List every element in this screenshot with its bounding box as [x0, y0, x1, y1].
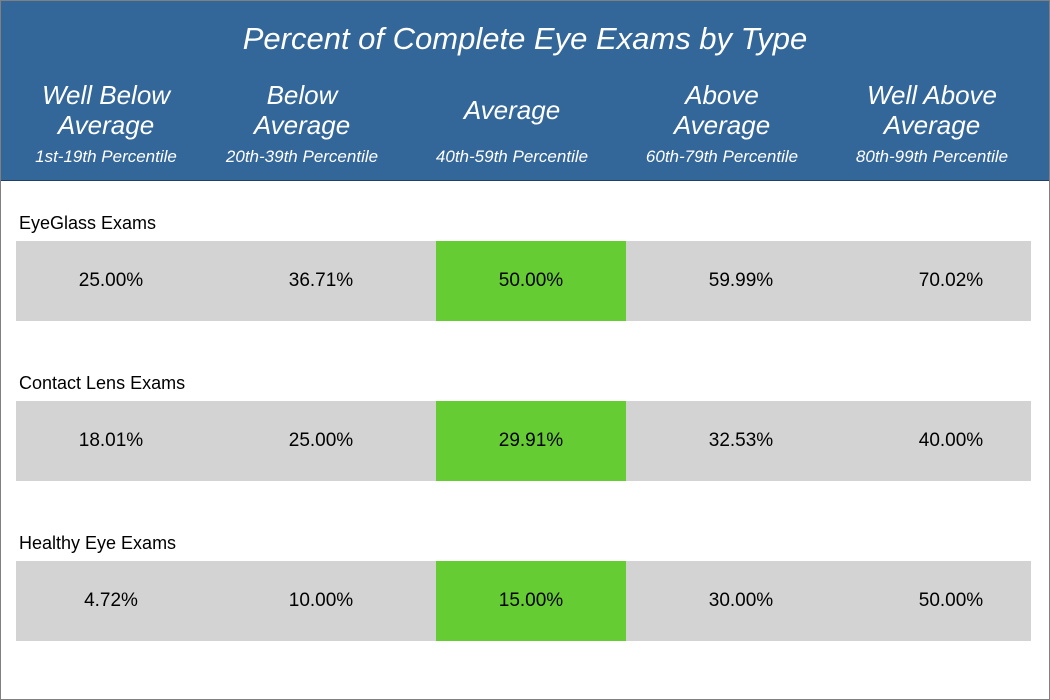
value-cell: 25.00%: [288, 430, 354, 451]
value-cell: 70.02%: [918, 270, 984, 291]
column-name: Well Below Average: [41, 80, 171, 140]
column-header-above: Above Average 60th-79th Percentile: [617, 79, 827, 168]
value-cell-highlighted: 50.00%: [436, 241, 626, 321]
header-band: Percent of Complete Eye Exams by Type We…: [1, 1, 1049, 181]
column-range: 80th-99th Percentile: [855, 147, 1009, 166]
column-header-well-below: Well Below Average 1st-19th Percentile: [1, 79, 211, 168]
value-cell: 4.72%: [84, 590, 138, 611]
column-name: Well Above Average: [866, 80, 998, 140]
value-cell: 18.01%: [78, 430, 144, 451]
value-cell: 36.71%: [288, 270, 354, 291]
value-cell: 25.00%: [78, 270, 144, 291]
value-cell-highlighted: 15.00%: [436, 561, 626, 641]
row-band-eyeglass: 25.00% 36.71% 50.00% 59.99% 70.02%: [16, 241, 1031, 321]
column-header-well-above: Well Above Average 80th-99th Percentile: [827, 79, 1037, 168]
row-label-contact-lens: Contact Lens Exams: [19, 373, 186, 393]
column-name: Average: [463, 95, 561, 125]
value-cell: 50.00%: [918, 590, 984, 611]
column-name: Above Average: [673, 80, 771, 140]
value-cell: 59.99%: [708, 270, 774, 291]
row-band-healthy-eye: 4.72% 10.00% 15.00% 30.00% 50.00%: [16, 561, 1031, 641]
chart-title: Percent of Complete Eye Exams by Type: [242, 21, 808, 56]
column-range: 20th-39th Percentile: [225, 147, 379, 166]
value-cell-highlighted: 29.91%: [436, 401, 626, 481]
row-label-eyeglass: EyeGlass Exams: [19, 213, 157, 233]
row-label-healthy-eye: Healthy Eye Exams: [19, 533, 177, 553]
value-cell: 32.53%: [708, 430, 774, 451]
row-band-contact-lens: 18.01% 25.00% 29.91% 32.53% 40.00%: [16, 401, 1031, 481]
value-cell: 10.00%: [288, 590, 354, 611]
value-cell: 30.00%: [708, 590, 774, 611]
column-range: 1st-19th Percentile: [35, 147, 177, 166]
value-cell: 40.00%: [918, 430, 984, 451]
column-range: 40th-59th Percentile: [435, 147, 589, 166]
column-name: Below Average: [253, 80, 351, 140]
column-header-below: Below Average 20th-39th Percentile: [197, 79, 407, 168]
column-header-average: Average 40th-59th Percentile: [407, 79, 617, 168]
column-range: 60th-79th Percentile: [645, 147, 799, 166]
